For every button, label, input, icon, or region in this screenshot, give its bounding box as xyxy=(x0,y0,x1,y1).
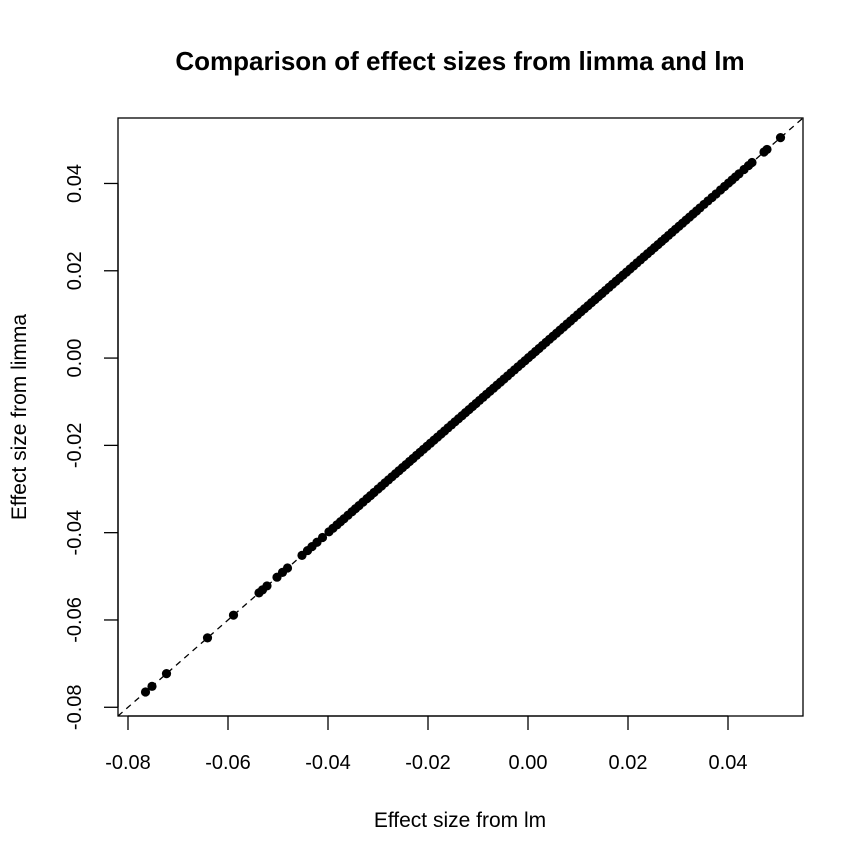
data-point xyxy=(775,133,786,143)
data-point xyxy=(762,144,772,155)
x-tick-label: -0.02 xyxy=(405,752,451,774)
data-point xyxy=(228,610,239,620)
x-tick-label: 0.02 xyxy=(609,752,648,774)
x-tick-label: -0.06 xyxy=(205,752,251,774)
data-point xyxy=(161,669,172,679)
y-axis-label: Effect size from limma xyxy=(8,314,31,520)
data-point xyxy=(282,563,293,573)
data-point xyxy=(317,532,328,543)
x-tick-label: 0.00 xyxy=(509,752,548,774)
data-point xyxy=(147,681,157,691)
y-tick-label: 0.00 xyxy=(64,339,86,378)
x-axis-label: Effect size from lm xyxy=(374,809,546,832)
data-point xyxy=(747,157,757,168)
data-point xyxy=(140,687,151,697)
y-tick-label: 0.02 xyxy=(64,251,86,290)
y-tick-label: -0.02 xyxy=(64,423,86,469)
x-tick-label: -0.04 xyxy=(305,752,351,774)
chart-title: Comparison of effect sizes from limma an… xyxy=(175,46,744,76)
data-points-layer xyxy=(140,133,786,697)
y-tick-label: -0.06 xyxy=(64,597,86,643)
x-axis: -0.08 -0.06 -0.04 -0.02 0.00 0.02 0.04 xyxy=(105,715,748,774)
x-tick-label: 0.04 xyxy=(709,752,748,774)
y-tick-label: -0.08 xyxy=(64,684,86,730)
data-point xyxy=(202,633,213,643)
x-tick-label: -0.08 xyxy=(105,752,151,774)
y-tick-label: -0.04 xyxy=(64,510,86,556)
y-axis: -0.08 -0.06 -0.04 -0.02 0.00 0.02 0.04 xyxy=(64,164,119,730)
data-point xyxy=(262,581,272,591)
y-tick-label: 0.04 xyxy=(64,164,86,203)
